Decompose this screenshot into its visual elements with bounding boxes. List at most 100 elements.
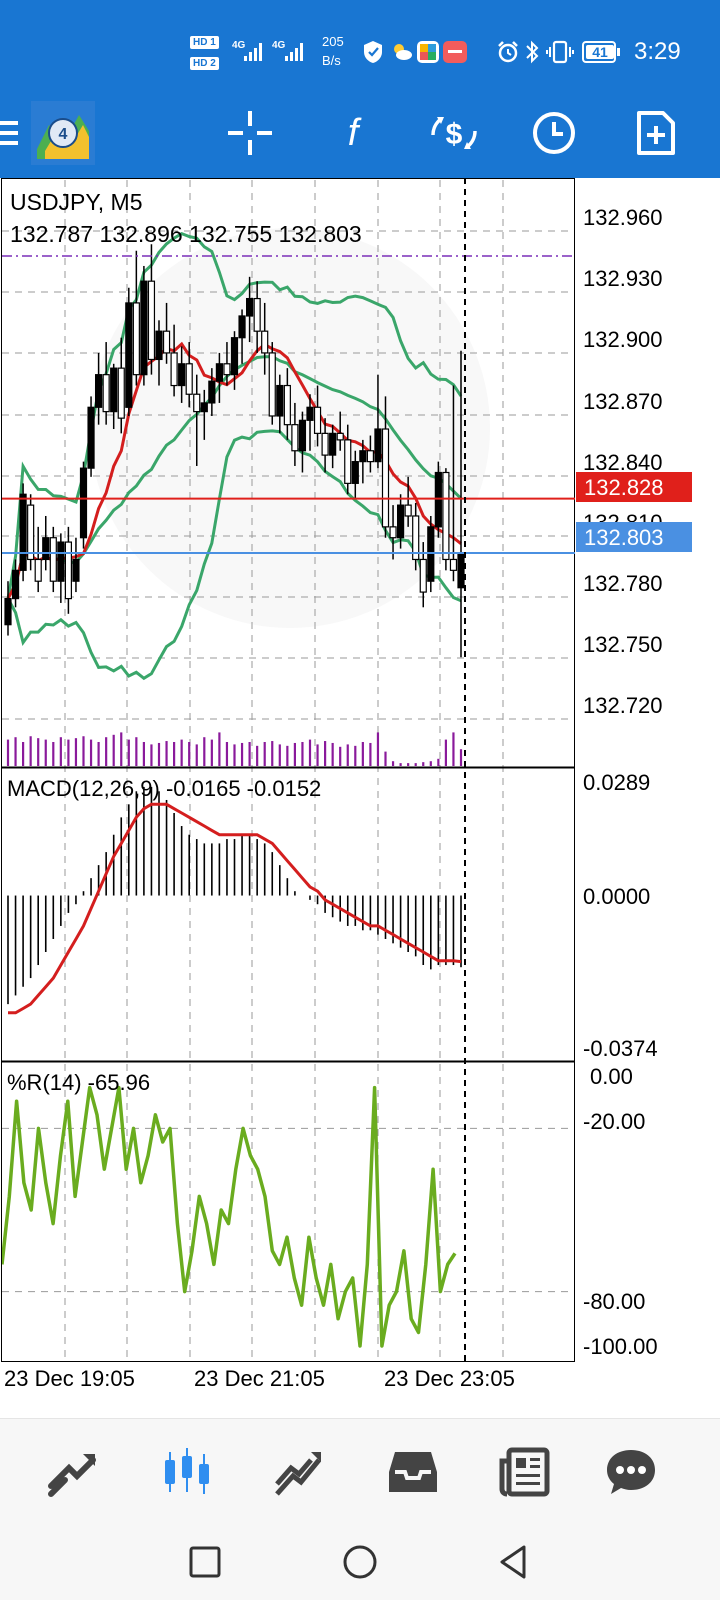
chat-icon[interactable]	[576, 1419, 686, 1525]
price-tick: 132.840	[583, 450, 663, 475]
candle-body	[125, 302, 133, 408]
ohlc-label: 132.787 132.896 132.755 132.803	[10, 221, 362, 247]
price-tick: 132.900	[583, 327, 663, 352]
clock: 3:29	[634, 38, 681, 65]
candle-body	[42, 537, 50, 561]
macd-signal-line	[8, 802, 462, 1015]
price-tick: 132.720	[583, 693, 663, 718]
charts-candles-icon[interactable]	[132, 1419, 242, 1525]
candle-body	[155, 330, 163, 361]
new-order-icon[interactable]	[616, 88, 696, 178]
macd-panel	[7, 786, 462, 1015]
battery-tip	[617, 48, 620, 56]
candle-body	[389, 526, 397, 539]
macd-tick: -0.0374	[583, 1036, 658, 1061]
timeframe-icon[interactable]: $	[414, 88, 494, 178]
candle-body	[132, 302, 140, 376]
candle-body	[246, 297, 254, 317]
svg-text:$: $	[446, 118, 463, 151]
price-tick: 132.780	[583, 571, 663, 596]
volume-bars	[6, 732, 463, 766]
candle-body	[11, 569, 20, 600]
candle-body	[57, 541, 65, 582]
candle-body	[72, 558, 80, 582]
candle-body	[313, 406, 322, 434]
price-tick: 132.870	[583, 389, 663, 414]
macd-label: MACD(12,26,9) -0.0165 -0.0152	[7, 776, 321, 801]
quotes-arrows-icon[interactable]	[18, 1419, 128, 1525]
candle-body	[215, 363, 223, 382]
chart-area[interactable]: USDJPY, M5 132.787 132.896 132.755 132.8…	[0, 178, 720, 1393]
candle-body	[79, 467, 88, 539]
system-navigation-bar	[0, 1524, 720, 1600]
wpr-tick: -100.00	[583, 1334, 658, 1359]
candle-body	[298, 419, 307, 452]
macd-tick: 0.0289	[583, 770, 650, 795]
candle-body	[449, 558, 458, 571]
candle-body	[34, 558, 42, 582]
candle-body	[344, 439, 352, 484]
crosshair-icon[interactable]	[210, 88, 290, 178]
candle-body	[170, 352, 178, 387]
shield-icon	[364, 41, 382, 63]
candle-body	[306, 406, 314, 421]
candle-body	[200, 402, 208, 413]
candle-body	[94, 374, 103, 408]
net-speed-value: 205	[322, 34, 344, 49]
price-axis: 132.960 132.930 132.900 132.870 132.840 …	[583, 205, 663, 718]
candle-body	[283, 384, 291, 426]
candle-body	[419, 558, 427, 593]
candle-body	[178, 363, 186, 387]
indicators-f-icon[interactable]: f	[313, 88, 393, 178]
signal2-icon	[285, 43, 303, 61]
recents-square-icon[interactable]	[160, 1532, 250, 1592]
candle-body	[351, 461, 359, 484]
time-tick: 23 Dec 19:05	[4, 1366, 135, 1391]
hamburger-menu-icon[interactable]	[0, 88, 40, 178]
news-icon[interactable]	[470, 1419, 580, 1525]
candle-body	[412, 515, 420, 561]
toolbar: 4 f $	[0, 88, 720, 178]
status-bar: HD 1 HD 2 4G 4G 205 B/s 41 3:29	[0, 0, 720, 88]
candle-body	[374, 428, 382, 463]
time-tick: 23 Dec 23:05	[384, 1366, 515, 1391]
history-clock-icon[interactable]	[514, 88, 594, 178]
candle-body	[208, 380, 216, 404]
signal1-icon	[244, 43, 262, 61]
app-store-icon	[417, 41, 439, 63]
chart-axes	[1, 178, 575, 1362]
candle-body	[185, 363, 193, 395]
candle-body	[359, 450, 367, 463]
symbol-label: USDJPY, M5	[10, 189, 143, 215]
battery-level: 41	[586, 45, 614, 59]
price-tick: 132.750	[583, 632, 663, 657]
candle-body	[4, 597, 12, 626]
svg-text:4: 4	[59, 126, 68, 143]
candle-body	[230, 337, 239, 376]
wpr-tick: -80.00	[583, 1289, 645, 1314]
home-circle-icon[interactable]	[315, 1532, 405, 1592]
candle-body	[147, 280, 156, 361]
wpr-tick: -20.00	[583, 1109, 645, 1134]
wpr-axis: 0.00 -20.00 -80.00 -100.00	[583, 1064, 658, 1359]
candle-body	[102, 374, 110, 413]
candle-body	[427, 526, 435, 582]
candle-body	[366, 450, 374, 463]
candle-body	[397, 504, 405, 539]
alarm-icon	[498, 41, 518, 63]
time-axis: 23 Dec 19:05 23 Dec 21:05 23 Dec 23:05	[4, 1366, 515, 1391]
candle-body	[442, 471, 450, 561]
chart-canvas[interactable]: USDJPY, M5 132.787 132.896 132.755 132.8…	[0, 178, 720, 1393]
candle-body	[276, 384, 284, 417]
candle-body	[404, 504, 412, 517]
trade-icon[interactable]	[244, 1419, 354, 1525]
mt4-logo-icon[interactable]: 4	[30, 88, 96, 178]
candle-body	[329, 432, 337, 456]
back-triangle-icon[interactable]	[468, 1532, 558, 1592]
weather-icon	[394, 44, 412, 60]
battery-icon: 41	[582, 41, 616, 63]
signal1-label: 4G	[232, 40, 246, 51]
bid-price-tag: 132.803	[576, 522, 692, 552]
history-inbox-icon[interactable]	[358, 1419, 468, 1525]
candle-body	[193, 393, 201, 413]
